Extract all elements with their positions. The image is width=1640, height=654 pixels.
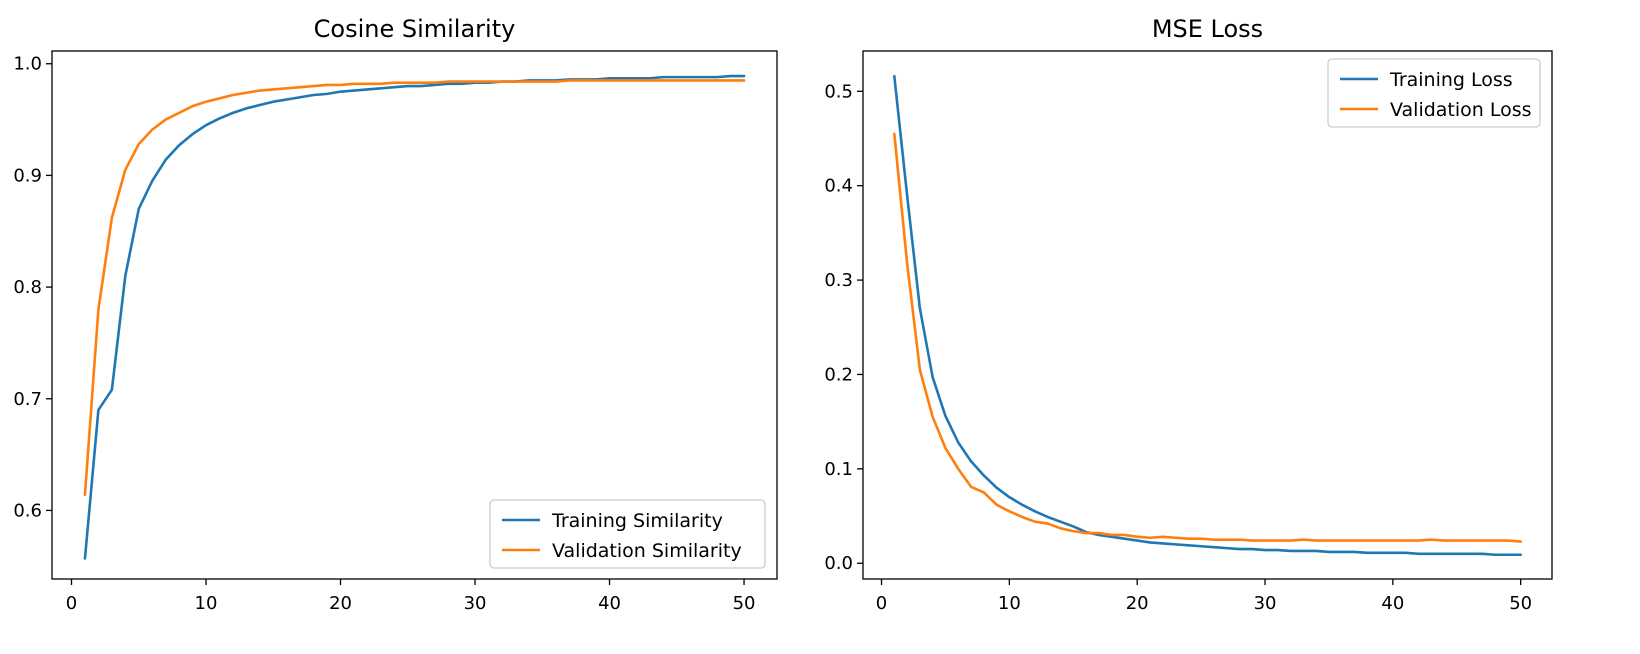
mse-series-line-training bbox=[893, 74, 1522, 557]
cosine-legend-box bbox=[489, 499, 766, 569]
mse-legend-label-training: Training Loss bbox=[1389, 69, 1513, 91]
mse-legend-box bbox=[1327, 58, 1541, 128]
mse-y-tick-label: 0.4 bbox=[824, 176, 853, 197]
mse-y-tick-label: 0.0 bbox=[824, 553, 853, 574]
cosine-y-tick-label: 0.8 bbox=[13, 277, 42, 298]
cosine-series-line-training bbox=[83, 74, 746, 560]
cosine-x-tick-label: 40 bbox=[598, 593, 621, 614]
cosine-y-tick-label: 0.6 bbox=[13, 500, 42, 521]
cosine-chart-title: Cosine Similarity bbox=[314, 15, 516, 43]
mse-x-tick-label: 20 bbox=[1126, 593, 1149, 614]
cosine-x-tick-label: 30 bbox=[464, 593, 487, 614]
cosine-x-tick-label: 20 bbox=[329, 593, 352, 614]
cosine-x-tick-label: 0 bbox=[66, 593, 77, 614]
mse-y-tick-label: 0.1 bbox=[824, 459, 853, 480]
cosine-legend-label-training: Training Similarity bbox=[551, 510, 723, 532]
cosine-x-tick-label: 10 bbox=[195, 593, 218, 614]
cosine-series-line-validation bbox=[83, 79, 746, 497]
mse-series-line-validation bbox=[893, 132, 1522, 543]
cosine-y-tick-label: 0.9 bbox=[13, 165, 42, 186]
mse-axes-frame bbox=[862, 50, 1553, 580]
cosine-legend-label-validation: Validation Similarity bbox=[552, 540, 742, 562]
cosine-y-tick-label: 0.7 bbox=[13, 389, 42, 410]
cosine-y-tick-label: 1.0 bbox=[13, 54, 42, 75]
mse-chart-title: MSE Loss bbox=[1152, 15, 1263, 43]
mse-legend: Training Loss Validation Loss bbox=[1327, 58, 1541, 128]
mse-x-tick-label: 0 bbox=[876, 593, 887, 614]
mse-x-tick-label: 40 bbox=[1381, 593, 1404, 614]
cosine-axes-frame bbox=[51, 50, 778, 580]
chart-mse-loss: MSE Loss 0 10 20 30 40 50 0.0 0.1 0.2 0.3 0.4 0.5 Tra… bbox=[824, 15, 1553, 614]
cosine-legend: Training Similarity Validation Similarity bbox=[489, 499, 766, 569]
mse-y-tick-label: 0.2 bbox=[824, 364, 853, 385]
mse-y-tick-label: 0.5 bbox=[824, 81, 853, 102]
chart-cosine-similarity: Cosine Similarity 0 10 20 30 40 50 0.6 0.7 0.8 0.9… bbox=[13, 15, 778, 614]
mse-x-tick-label: 50 bbox=[1509, 593, 1532, 614]
cosine-x-tick-label: 50 bbox=[733, 593, 756, 614]
mse-x-tick-label: 10 bbox=[998, 593, 1021, 614]
mse-x-tick-label: 30 bbox=[1254, 593, 1277, 614]
mse-y-tick-label: 0.3 bbox=[824, 270, 853, 291]
mse-legend-label-validation: Validation Loss bbox=[1390, 99, 1532, 121]
